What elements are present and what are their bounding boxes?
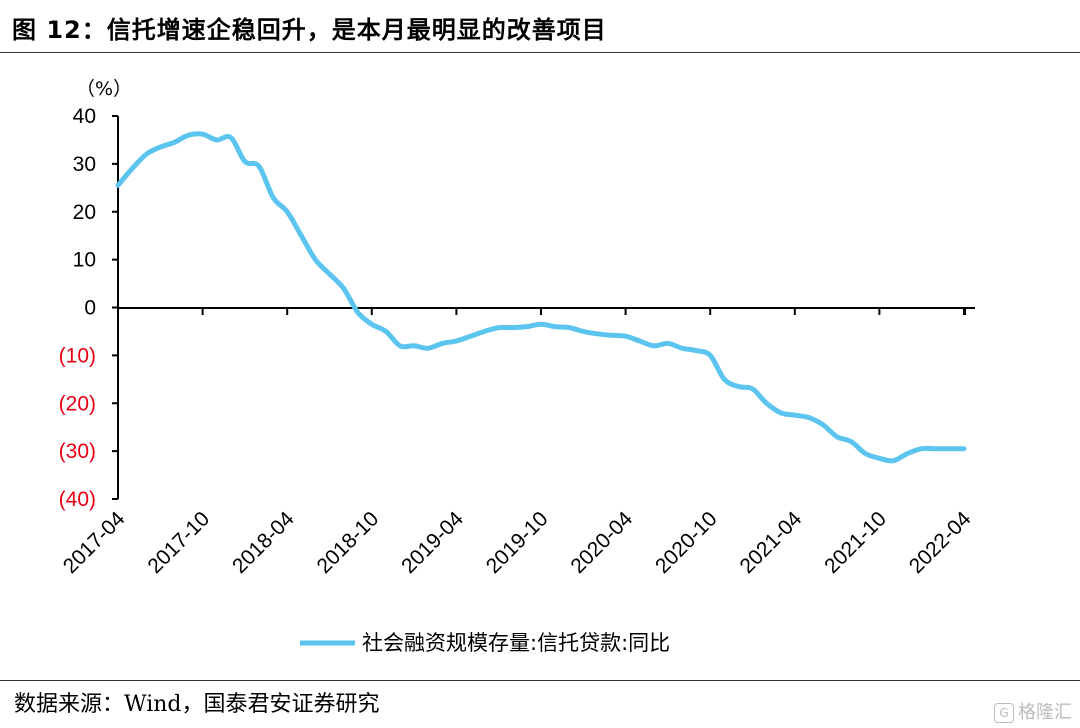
footer-divider — [0, 680, 1080, 681]
legend-label: 社会融资规模存量:信托贷款:同比 — [362, 631, 670, 655]
y-tick-label: 20 — [73, 201, 96, 224]
y-tick-label: (40) — [59, 488, 96, 511]
x-axis: 2017-04 2017-10 2018-04 2018-10 2019-04 2019-… — [59, 307, 976, 578]
legend: 社会融资规模存量:信托贷款:同比 — [300, 631, 670, 655]
x-tick-label: 2021-04 — [736, 507, 807, 578]
y-tick-label: (10) — [59, 344, 96, 367]
x-tick-label: 2022-04 — [905, 507, 976, 578]
chart-title: 图 12：信托增速企稳回升，是本月最明显的改善项目 — [12, 16, 607, 44]
x-tick-label: 2018-10 — [313, 507, 384, 578]
y-tick-label: 30 — [73, 153, 96, 176]
x-tick-label: 2020-04 — [566, 507, 637, 578]
y-tick-label: (30) — [59, 440, 96, 463]
x-tick-label: 2017-04 — [59, 507, 130, 578]
title-divider — [0, 52, 1080, 53]
x-tick-label: 2017-10 — [143, 507, 214, 578]
x-tick-label: 2020-10 — [651, 507, 722, 578]
data-source: 数据来源：Wind，国泰君安证券研究 — [14, 692, 380, 717]
x-tick-label: 2019-04 — [397, 507, 468, 578]
x-tick-label: 2019-10 — [482, 507, 553, 578]
y-tick-label: 10 — [73, 249, 96, 272]
unit-label: （%） — [76, 78, 132, 100]
x-tick-label: 2018-04 — [228, 507, 299, 578]
watermark: G 格隆汇 — [994, 698, 1072, 724]
series-layer — [115, 131, 967, 464]
series-line-trust-loans-yoy — [115, 131, 967, 464]
x-tick-label: 2021-10 — [820, 507, 891, 578]
y-axis: 40 30 20 10 0 (10) (20) (30) (40) — [59, 105, 119, 511]
y-tick-label: (20) — [59, 392, 96, 415]
watermark-logo-icon: G — [994, 703, 1014, 723]
watermark-text: 格隆汇 — [1018, 702, 1072, 723]
y-tick-label: 0 — [84, 297, 96, 320]
y-tick-label: 40 — [73, 105, 96, 128]
